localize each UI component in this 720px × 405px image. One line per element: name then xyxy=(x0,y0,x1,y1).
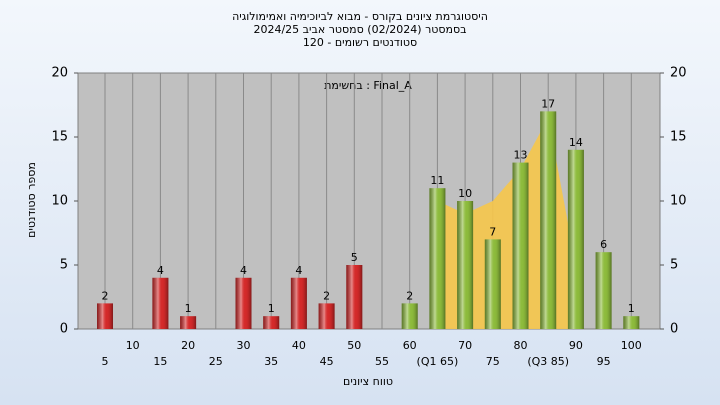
value-label: 17 xyxy=(541,97,555,110)
value-label: 2 xyxy=(323,289,330,302)
x-tick-label: 10 xyxy=(126,339,140,352)
value-label: 2 xyxy=(102,289,109,302)
value-label: 13 xyxy=(514,149,528,162)
x-tick-label: 20 xyxy=(181,339,195,352)
x-tick-label: 30 xyxy=(237,339,251,352)
value-label: 4 xyxy=(240,264,247,277)
y-tick-label: 10 xyxy=(51,194,68,209)
value-label: 6 xyxy=(600,238,607,251)
y-tick-label: 15 xyxy=(51,130,68,145)
y2-tick-label: 0 xyxy=(670,322,678,337)
bar-shade xyxy=(484,239,501,329)
bar-shade xyxy=(429,188,446,329)
y-tick-label: 20 xyxy=(51,66,68,81)
value-label: 4 xyxy=(295,264,302,277)
value-label: 4 xyxy=(157,264,164,277)
bar-shade xyxy=(346,265,363,329)
value-label: 11 xyxy=(430,174,444,187)
x-tick-label: 35 xyxy=(264,355,278,368)
x-tick-label: 60 xyxy=(403,339,417,352)
value-label: 7 xyxy=(489,225,496,238)
annotation: בחשימת : Final_A xyxy=(324,79,412,92)
value-label: 14 xyxy=(569,136,583,149)
x-axis-label: טווח ציונים xyxy=(343,375,393,388)
value-label: 5 xyxy=(351,251,358,264)
x-tick-label: 25 xyxy=(209,355,223,368)
bar-shade xyxy=(595,252,612,329)
x-tick-label: 90 xyxy=(569,339,583,352)
x-tick-label: 80 xyxy=(514,339,528,352)
x-tick-label: 45 xyxy=(320,355,334,368)
bar-shade xyxy=(623,316,640,329)
bar-shade xyxy=(401,303,418,329)
x-tick-label: 70 xyxy=(458,339,472,352)
y2-tick-label: 20 xyxy=(670,66,687,81)
y-axis-label: מספר סטודנטים xyxy=(25,162,38,238)
x-tick-label: 100 xyxy=(621,339,642,352)
value-label: 1 xyxy=(268,302,275,315)
x-tick-label: 75 xyxy=(486,355,500,368)
bar-shade xyxy=(567,149,584,329)
value-label: 2 xyxy=(406,289,413,302)
value-label: 1 xyxy=(628,302,635,315)
bar-shade xyxy=(235,277,252,329)
x-tick-label: 5 xyxy=(102,355,109,368)
x-tick-label: 95 xyxy=(597,355,611,368)
y2-tick-label: 15 xyxy=(670,130,687,145)
x-tick-label: 40 xyxy=(292,339,306,352)
bar-shade xyxy=(263,316,280,329)
bar-shade xyxy=(540,111,557,330)
bar-shade xyxy=(290,277,307,329)
bar-shade xyxy=(180,316,197,329)
bar-shade xyxy=(457,201,474,329)
value-label: 1 xyxy=(185,302,192,315)
bar-shade xyxy=(318,303,335,329)
bar-shade xyxy=(97,303,113,329)
y2-tick-label: 10 xyxy=(670,194,687,209)
x-tick-label: (Q1 65) xyxy=(417,355,459,368)
value-label: 10 xyxy=(458,187,472,200)
x-tick-label: 50 xyxy=(347,339,361,352)
title-line: בסמסטר (02/2024) סמסטר אביב 2024/25 xyxy=(253,23,466,36)
bar-shade xyxy=(152,277,169,329)
y-tick-label: 0 xyxy=(60,322,68,337)
title-line: היסטוגרמת ציונים בקורס - מבוא לביוכימיה … xyxy=(232,10,488,23)
title-line: סטודנטים רשומים - 120 xyxy=(303,36,417,49)
y2-tick-label: 5 xyxy=(670,258,678,273)
y-tick-label: 5 xyxy=(60,258,68,273)
bar-shade xyxy=(512,162,529,329)
x-tick-label: 55 xyxy=(375,355,389,368)
x-tick-label: (Q3 85) xyxy=(527,355,569,368)
x-tick-label: 15 xyxy=(153,355,167,368)
